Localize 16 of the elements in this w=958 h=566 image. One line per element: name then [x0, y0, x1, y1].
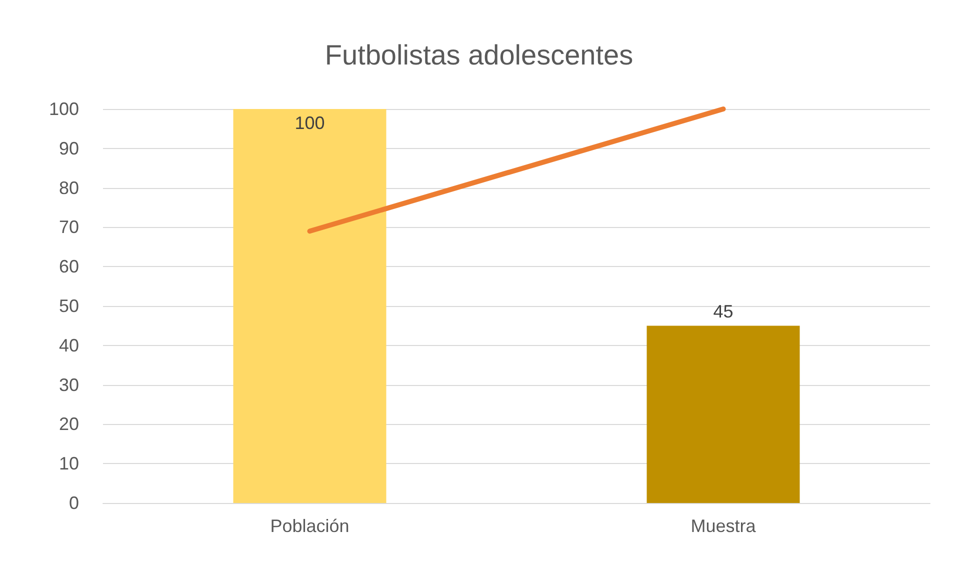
y-tick-label: 60 [58, 256, 79, 277]
y-tick-label: 40 [58, 335, 79, 356]
y-tick-label: 10 [58, 454, 79, 474]
x-tick-label: Muestra [690, 516, 757, 536]
y-tick-label: 0 [68, 493, 79, 513]
y-tick-label: 50 [58, 296, 79, 316]
data-label: 100 [294, 113, 325, 133]
y-tick-label: 70 [58, 217, 79, 238]
y-tick-label: 20 [58, 414, 79, 434]
data-label: 45 [713, 302, 734, 322]
chart-title: Futbolistas adolescentes [324, 40, 634, 70]
y-tick-label: 100 [48, 99, 79, 119]
y-tick-label: 80 [58, 178, 79, 198]
y-tick-label: 30 [58, 374, 79, 395]
x-tick-label: Población [270, 516, 350, 536]
y-tick-label: 90 [58, 138, 79, 158]
